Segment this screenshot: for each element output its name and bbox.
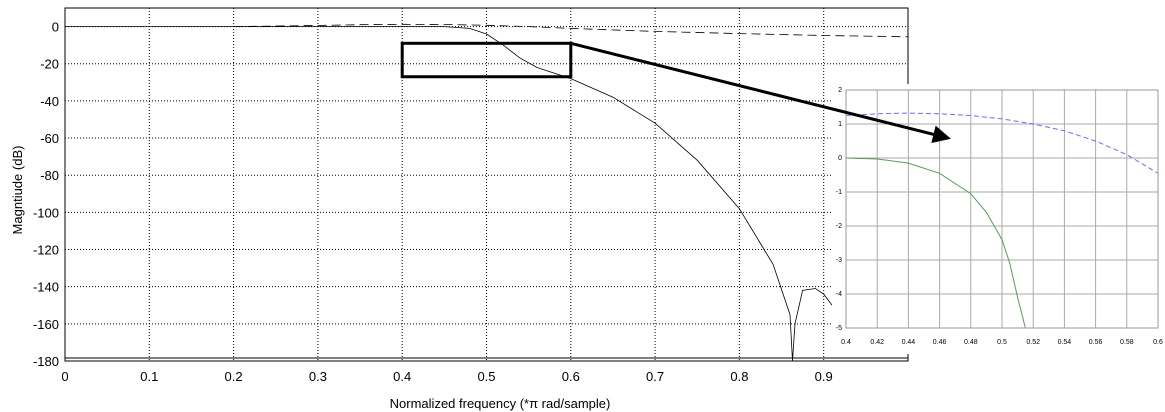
inset-x-tick-label: 0.44 (902, 339, 916, 346)
inset-x-tick-label: 0.42 (870, 339, 884, 346)
main-y-tick-label: -180 (33, 354, 59, 369)
main-x-tick-label: 0.2 (225, 369, 243, 384)
inset-chart: 0.4 0.42 0.44 0.46 0.48 0.5 0.52 0.54 0.56 0.58 0.… (832, 84, 1165, 354)
zoom-box (400, 41, 573, 79)
inset-x-tick-label: 0.58 (1120, 339, 1134, 346)
main-x-tick-label: 0.3 (309, 369, 327, 384)
main-series-solid-line (65, 26, 833, 362)
main-x-tick-label: 0.9 (815, 369, 833, 384)
inset-x-tick-label: 0.4 (841, 339, 851, 346)
main-y-tick-label: -100 (33, 205, 59, 220)
main-tick-labels: 0 0.1 0.2 0.3 0.4 0.5 0.6 0.7 0.8 0.9 0 -20 -40 -60 -8… (33, 20, 833, 384)
inset-y-tick-label: 2 (838, 87, 842, 94)
x-axis-label: Normalized frequency (*π rad/sample) (390, 396, 611, 411)
inset-y-tick-label: 0 (838, 155, 842, 162)
inset-x-tick-label: 0.6 (1153, 339, 1163, 346)
inset-x-tick-label: 0.46 (933, 339, 947, 346)
zoom-annotation (400, 41, 573, 79)
main-x-tick-label: 0.4 (393, 369, 411, 384)
zoom-arrow-line (570, 41, 951, 144)
inset-y-tick-label: -3 (836, 257, 842, 264)
main-series (65, 23, 909, 362)
main-y-tick-label: -160 (33, 317, 59, 332)
main-y-tick-label: 0 (52, 20, 59, 35)
main-x-tick-label: 0.6 (562, 369, 580, 384)
main-x-tick-label: 0.8 (730, 369, 748, 384)
inset-series-solid-line (845, 157, 1026, 329)
zoom-arrow (570, 41, 951, 144)
inset-series-dashed-line (845, 112, 1159, 174)
main-y-tick-label: -20 (40, 57, 59, 72)
inset-x-tick-label: 0.56 (1089, 339, 1103, 346)
inset-y-tick-label: -1 (836, 189, 842, 196)
inset-x-tick-label: 0.48 (964, 339, 978, 346)
inset-y-tick-label: -5 (836, 325, 842, 332)
main-chart: 0 0.1 0.2 0.3 0.4 0.5 0.6 0.7 0.8 0.90-20-40-60-8… (10, 7, 909, 411)
inset-grid (832, 84, 1165, 354)
inset-tick-labels: 0.4 0.42 0.44 0.46 0.48 0.5 0.52 0.54 0.56 0.58 0.… (836, 87, 1163, 346)
main-x-tick-label: 0 (61, 369, 68, 384)
inset-y-tick-label: -2 (836, 223, 842, 230)
inset-x-tick-label: 0.54 (1058, 339, 1072, 346)
inset-y-tick-label: -4 (836, 291, 842, 298)
inset-series (845, 112, 1159, 329)
inset-frame (845, 89, 1159, 329)
inset-x-tick-label: 0.52 (1026, 339, 1040, 346)
y-axis-label: Magntiude (dB) (10, 146, 25, 235)
main-y-tick-label: -40 (40, 94, 59, 109)
inset-axes-frame (845, 89, 1159, 329)
inset-x-tick-label: 0.5 (997, 339, 1007, 346)
main-x-tick-label: 0.5 (477, 369, 495, 384)
main-y-tick-label: -60 (40, 131, 59, 146)
main-x-tick-label: 0.1 (140, 369, 158, 384)
main-grid (65, 8, 908, 361)
main-x-tick-label: 0.7 (646, 369, 664, 384)
inset-y-tick-label: 1 (838, 121, 842, 128)
main-y-tick-label: -80 (40, 168, 59, 183)
main-series-dashed-line (233, 23, 909, 38)
main-y-tick-label: -140 (33, 280, 59, 295)
main-y-tick-label: -120 (33, 243, 59, 258)
